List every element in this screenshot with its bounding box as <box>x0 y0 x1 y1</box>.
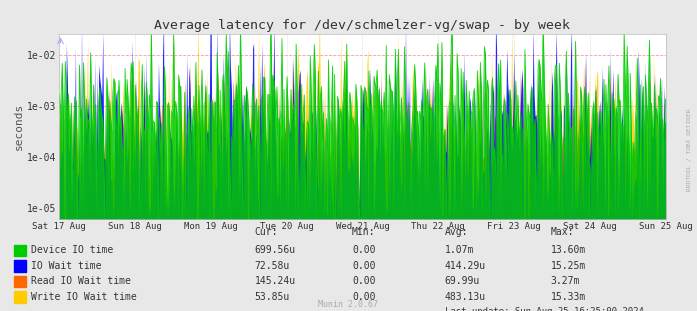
Text: Avg:: Avg: <box>445 227 468 237</box>
Text: 13.60m: 13.60m <box>551 245 586 255</box>
Text: 0.00: 0.00 <box>352 261 376 271</box>
Text: 145.24u: 145.24u <box>254 276 296 286</box>
Text: 69.99u: 69.99u <box>445 276 480 286</box>
Title: Average latency for /dev/schmelzer-vg/swap - by week: Average latency for /dev/schmelzer-vg/sw… <box>155 19 570 32</box>
Text: 0.00: 0.00 <box>352 245 376 255</box>
Text: 414.29u: 414.29u <box>445 261 486 271</box>
Text: Max:: Max: <box>551 227 574 237</box>
Text: Cur:: Cur: <box>254 227 278 237</box>
Text: 1.07m: 1.07m <box>445 245 474 255</box>
Text: Write IO Wait time: Write IO Wait time <box>31 292 137 302</box>
Text: Munin 2.0.67: Munin 2.0.67 <box>319 300 378 309</box>
Y-axis label: seconds: seconds <box>15 103 24 150</box>
Text: Device IO time: Device IO time <box>31 245 114 255</box>
Text: 15.25m: 15.25m <box>551 261 586 271</box>
Text: Read IO Wait time: Read IO Wait time <box>31 276 131 286</box>
Text: Last update: Sun Aug 25 16:25:00 2024: Last update: Sun Aug 25 16:25:00 2024 <box>445 308 643 311</box>
Text: RRDTOOL / TOBI OETIKER: RRDTOOL / TOBI OETIKER <box>687 108 691 191</box>
Text: IO Wait time: IO Wait time <box>31 261 102 271</box>
Text: 0.00: 0.00 <box>352 276 376 286</box>
Text: 483.13u: 483.13u <box>445 292 486 302</box>
Text: Min:: Min: <box>352 227 376 237</box>
Text: 0.00: 0.00 <box>352 292 376 302</box>
Text: 72.58u: 72.58u <box>254 261 290 271</box>
Text: 3.27m: 3.27m <box>551 276 580 286</box>
Text: 699.56u: 699.56u <box>254 245 296 255</box>
Text: 15.33m: 15.33m <box>551 292 586 302</box>
Text: 53.85u: 53.85u <box>254 292 290 302</box>
